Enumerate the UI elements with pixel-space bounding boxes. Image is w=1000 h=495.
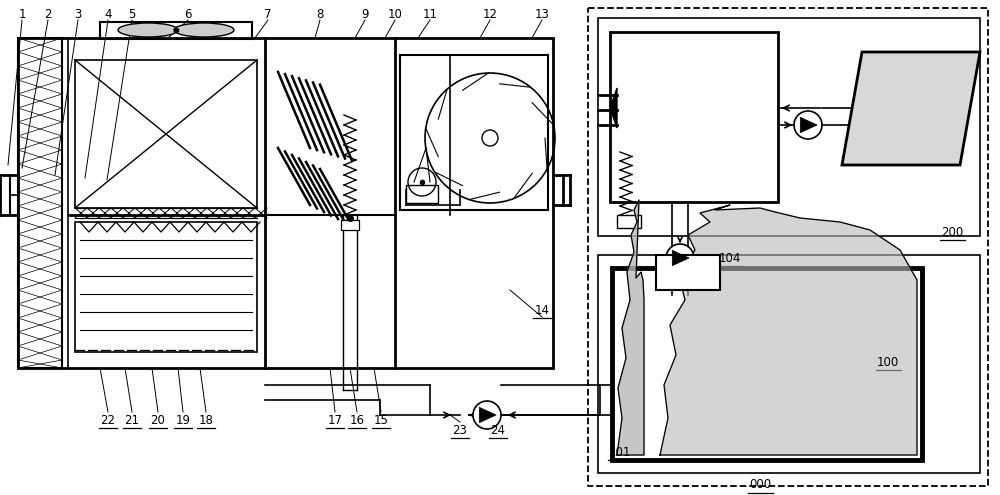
Text: 100: 100 [877,355,899,368]
Bar [75,60,257,208]
Text: 17: 17 [328,413,342,427]
Bar [406,185,438,203]
Text: 3: 3 [74,7,82,20]
Circle shape [794,111,822,139]
Bar [18,38,62,368]
Text: 16: 16 [350,413,364,427]
Text: 6: 6 [184,7,192,20]
Polygon shape [672,250,689,266]
Circle shape [666,244,694,272]
Bar [598,18,980,236]
Text: 19: 19 [176,413,190,427]
Text: 11: 11 [422,7,438,20]
Polygon shape [842,52,980,165]
Text: 1: 1 [18,7,26,20]
Text: 7: 7 [264,7,272,20]
Bar [100,22,252,39]
Text: 18: 18 [199,413,213,427]
Bar [612,268,922,460]
Text: 200: 200 [941,226,963,239]
Text: 14: 14 [534,303,550,316]
Polygon shape [617,200,644,455]
Text: 8: 8 [316,7,324,20]
Circle shape [482,130,498,146]
Bar [341,220,359,230]
Text: 23: 23 [453,424,467,437]
Bar [610,32,778,202]
Bar [598,255,980,473]
Bar [18,38,553,368]
Text: 2: 2 [44,7,52,20]
Bar [656,255,720,290]
Polygon shape [479,407,496,423]
Circle shape [473,401,501,429]
Text: 22: 22 [100,413,116,427]
Text: 104: 104 [719,251,741,264]
Text: 5: 5 [128,7,136,20]
Bar [400,55,548,210]
Text: 20: 20 [151,413,165,427]
Text: 9: 9 [361,7,369,20]
Polygon shape [800,117,817,133]
Polygon shape [660,205,917,455]
Ellipse shape [118,23,178,37]
Bar [617,215,641,228]
Text: 15: 15 [374,413,388,427]
Bar [588,8,988,486]
Text: 24: 24 [490,424,506,437]
Text: 4: 4 [104,7,112,20]
Text: 13: 13 [535,7,549,20]
Text: 21: 21 [124,413,140,427]
Polygon shape [610,88,617,128]
Text: 000: 000 [749,479,771,492]
Text: 101: 101 [609,446,631,458]
Text: 12: 12 [482,7,498,20]
Text: 10: 10 [388,7,402,20]
Ellipse shape [174,23,234,37]
Bar [75,222,257,352]
